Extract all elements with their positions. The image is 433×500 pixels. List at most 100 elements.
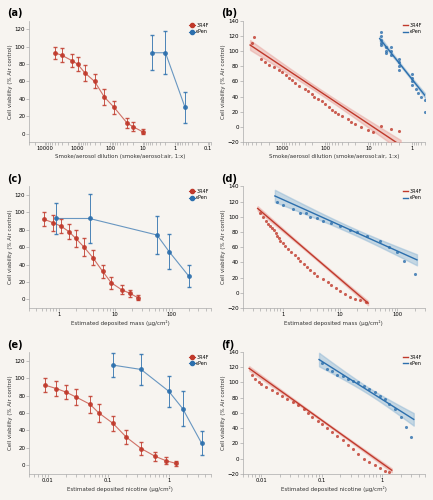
Point [408,78,415,86]
X-axis label: Estimated deposited nicotine (μg/cm²): Estimated deposited nicotine (μg/cm²) [67,486,173,492]
Point [339,112,346,120]
Point [324,278,331,286]
Point [265,220,271,228]
Point [354,228,361,236]
Point [265,60,272,68]
Point [304,88,311,96]
Text: (f): (f) [221,340,235,349]
Point [323,424,330,432]
Point [258,54,265,62]
Point [300,405,307,413]
Point [378,36,385,44]
Point [351,295,358,303]
Point [408,433,415,441]
Legend: 3R4F, ePen: 3R4F, ePen [189,23,209,34]
Point [271,63,278,71]
Y-axis label: Cell viability (% Air control): Cell viability (% Air control) [8,376,13,450]
Point [378,41,385,49]
Point [347,292,354,300]
Point [303,263,310,271]
Point [361,454,368,462]
Point [309,90,316,98]
Point [284,244,291,252]
Point [357,123,364,131]
X-axis label: Estimated deposited nicotine (μg/cm²): Estimated deposited nicotine (μg/cm²) [281,486,387,492]
Point [329,428,336,436]
Point [273,389,280,397]
Point [272,230,279,237]
Point [310,269,317,277]
Point [285,74,292,82]
Point [262,216,269,224]
X-axis label: Estimated deposited mass (μg/cm²): Estimated deposited mass (μg/cm²) [71,320,170,326]
Point [378,32,385,40]
Point [376,392,383,400]
Point [369,128,376,136]
Point [322,100,329,108]
Legend: 3R4F, ePen: 3R4F, ePen [403,354,422,366]
Point [345,374,352,382]
Point [388,124,394,132]
Point [344,116,351,124]
Point [395,66,402,74]
Text: (a): (a) [8,8,23,18]
Point [376,464,383,471]
Point [296,82,303,90]
Y-axis label: Cell viability (% Air control): Cell viability (% Air control) [221,210,226,284]
Point [335,110,342,118]
Point [395,127,402,135]
Point [314,95,321,103]
Text: (c): (c) [8,174,23,184]
Point [269,224,276,232]
Point [385,243,392,251]
Point [418,92,425,100]
Point [311,92,318,100]
Point [352,120,359,128]
Point [328,281,335,289]
Point [290,205,297,213]
Point [329,106,336,114]
Point [394,248,401,256]
Point [364,232,371,240]
Point [323,365,330,373]
Point [388,43,394,51]
Point [314,416,321,424]
Point [283,72,290,80]
Point [372,460,378,468]
Text: (d): (d) [221,174,237,184]
Point [334,432,341,440]
Point [391,405,398,413]
Point [326,104,333,112]
Point [397,412,404,420]
Point [329,367,336,375]
Point [250,34,257,42]
Point [378,122,385,130]
Point [307,212,314,220]
Point [382,48,389,56]
Point [297,257,304,265]
Point [280,202,287,209]
Point [378,40,385,48]
Point [328,219,335,227]
Point [339,372,346,380]
Point [291,79,298,87]
Point [318,360,325,368]
Point [307,266,314,274]
Point [378,28,385,36]
Point [347,226,354,234]
Point [268,386,275,394]
Point [365,384,372,392]
Point [278,68,285,76]
Y-axis label: Cell viability (% Air control): Cell viability (% Air control) [221,44,226,118]
Y-axis label: Cell viability (% Air control): Cell viability (% Air control) [8,210,13,284]
Point [372,388,378,396]
Point [282,242,289,250]
Point [361,382,368,390]
Legend: 3R4F, ePen: 3R4F, ePen [403,23,422,34]
Legend: 3R4F, ePen: 3R4F, ePen [189,189,209,200]
Point [421,96,428,104]
Point [318,420,325,428]
Point [337,288,344,296]
Point [362,298,369,306]
Point [288,76,295,84]
